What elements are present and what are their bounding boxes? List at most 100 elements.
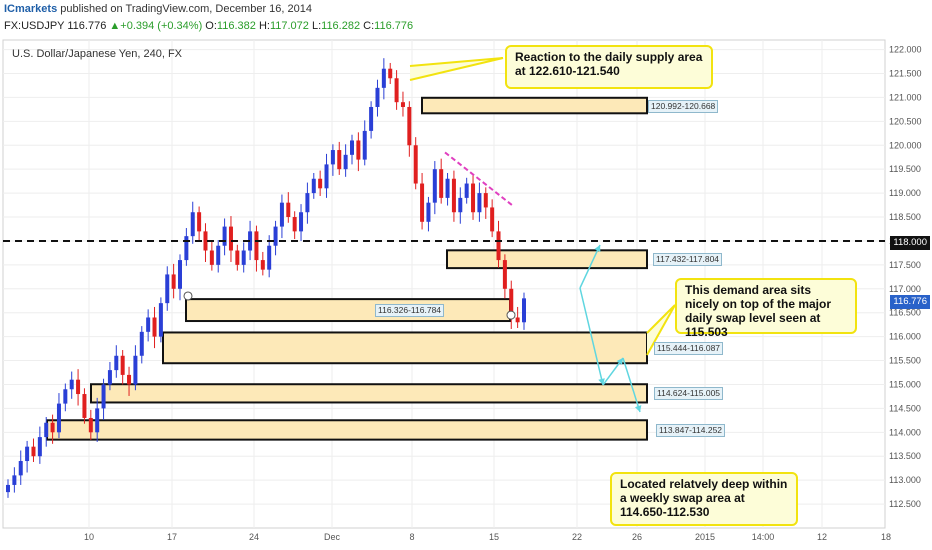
candle-body	[292, 217, 297, 232]
candle-body	[464, 183, 469, 198]
candle-body	[95, 408, 100, 433]
candle-body	[228, 226, 233, 251]
candle-body	[178, 260, 182, 289]
candle-body	[420, 183, 425, 222]
close-value: 116.776	[374, 20, 414, 32]
candle-body	[203, 231, 208, 251]
close-label: C:	[363, 20, 375, 32]
candle-body	[267, 245, 272, 270]
y-tick-label: 120.500	[889, 116, 922, 126]
y-tick-label: 114.500	[889, 403, 921, 413]
last-price: 116.776	[67, 20, 107, 32]
publisher-brand[interactable]: ICmarkets	[4, 3, 58, 15]
x-tick-label: 22	[572, 532, 582, 542]
candle-body	[522, 298, 526, 323]
y-tick-label: 121.000	[889, 92, 922, 102]
y-tick-label: 117.000	[889, 284, 921, 294]
candle-body	[241, 250, 246, 265]
candle-body	[209, 250, 214, 265]
publisher-line: ICmarkets published on TradingView.com, …	[4, 3, 312, 15]
candle-body	[235, 250, 240, 265]
candle-body	[445, 178, 450, 198]
x-tick-label: 14:00	[752, 532, 775, 542]
x-tick-label: 17	[167, 532, 177, 542]
zones	[46, 96, 648, 441]
x-tick-label: 26	[632, 532, 642, 542]
candle-body	[299, 212, 304, 232]
publisher-text: published on TradingView.com, December 1…	[60, 3, 312, 15]
y-tick-label: 113.500	[889, 451, 921, 461]
candle-body	[133, 355, 138, 385]
candle-body	[18, 461, 23, 476]
y-axis[interactable]: 112.500 113.000 113.500 114.000 114.500 115.0…	[889, 45, 922, 510]
y-tick-label: 116.500	[889, 308, 921, 318]
candle-body	[216, 245, 221, 265]
symbol[interactable]: FX:USDJPY	[4, 20, 65, 32]
arrow-head	[598, 378, 605, 385]
candle-body	[120, 355, 125, 375]
open-label: O:	[205, 20, 217, 32]
x-tick-label: Dec	[324, 532, 341, 542]
y-tick-label: 121.500	[889, 68, 922, 78]
candle-body	[82, 394, 87, 418]
marker-circle	[183, 291, 193, 301]
candle-body	[496, 231, 501, 261]
candle-body	[139, 331, 144, 356]
arrow-head	[594, 245, 601, 252]
candle-body	[337, 150, 342, 170]
candle-body	[114, 355, 119, 371]
candle-body	[369, 106, 374, 131]
open-value: 116.382	[216, 20, 256, 32]
y-tick-label: 120.000	[889, 140, 922, 150]
current-price-tag: 116.776	[890, 295, 930, 309]
y-tick-label: 114.000	[889, 427, 921, 437]
candle-body	[394, 78, 399, 103]
candle-body	[407, 106, 412, 146]
demand-supply-zone	[90, 383, 648, 404]
demand-supply-zone	[46, 419, 648, 441]
candle-body	[458, 197, 463, 213]
swap-level-tag: 118.000	[890, 236, 930, 250]
x-tick-label: 15	[489, 532, 499, 542]
y-tick-label: 113.000	[889, 475, 921, 485]
candle-body	[107, 370, 112, 385]
y-tick-label: 116.000	[889, 332, 921, 342]
demand-supply-zone	[162, 331, 648, 365]
y-tick-label: 122.000	[889, 45, 922, 55]
candle-body	[158, 303, 163, 337]
y-tick-label: 117.500	[889, 260, 921, 270]
x-axis[interactable]: 10 17 24 Dec 8 15 22 26 2015 14:00 12 18	[84, 532, 891, 542]
candle-body	[6, 484, 10, 493]
supply-callout: Reaction to the daily supply area at 122…	[505, 45, 713, 89]
y-tick-label: 119.500	[889, 164, 921, 174]
projection-arrow	[579, 244, 601, 289]
demand-supply-zone	[185, 298, 511, 323]
candle-body	[362, 130, 367, 160]
candle-body	[439, 169, 444, 198]
candle-body	[413, 145, 418, 184]
y-tick-label: 115.000	[889, 379, 921, 389]
candle-body	[471, 183, 476, 213]
candles	[6, 58, 526, 498]
candle-body	[509, 288, 514, 318]
candle-body	[31, 446, 36, 457]
candle-body	[432, 169, 437, 203]
candle-body	[171, 274, 176, 289]
x-tick-label: 8	[409, 532, 414, 542]
x-tick-label: 24	[249, 532, 259, 542]
candle-body	[375, 87, 380, 107]
candle-body	[451, 178, 456, 213]
demand-supply-zone	[446, 249, 648, 270]
candle-body	[69, 379, 74, 390]
zone-label: 116.326-116.784	[375, 304, 445, 318]
candle-body	[330, 150, 335, 165]
candle-body	[515, 317, 520, 323]
zone-label: 113.847-114.252	[656, 423, 726, 437]
candle-body	[76, 379, 81, 395]
y-tick-label: 115.500	[889, 356, 921, 366]
candle-body	[311, 178, 316, 194]
candle-body	[127, 374, 132, 385]
candle-body	[184, 236, 189, 261]
candle-body	[426, 202, 431, 222]
